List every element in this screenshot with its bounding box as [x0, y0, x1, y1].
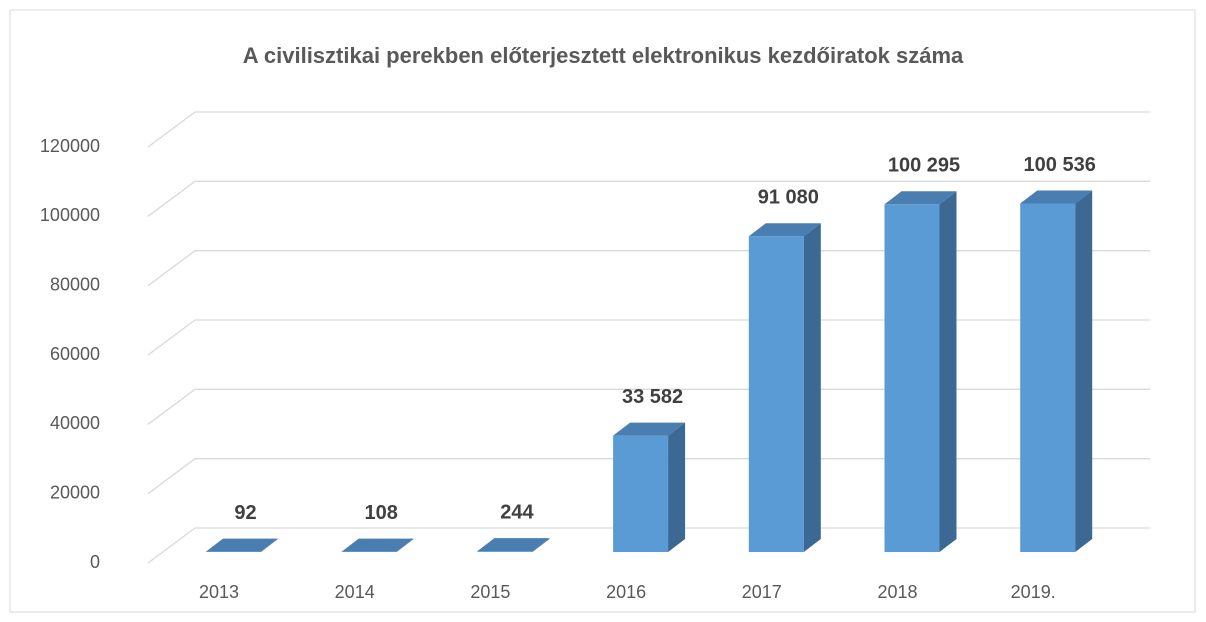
bar [1020, 190, 1093, 552]
bar [206, 538, 278, 552]
x-tick-label: 2013 [199, 582, 239, 602]
grid-line [147, 319, 1150, 356]
data-label: 91 080 [758, 187, 819, 209]
x-tick-label: 2015 [470, 582, 510, 602]
chart-border [9, 9, 1196, 613]
bar-side [532, 538, 550, 552]
data-label: 100 536 [1024, 154, 1096, 176]
grid-line [147, 180, 1150, 217]
y-tick-label: 40000 [50, 413, 100, 433]
bar-top [748, 223, 821, 237]
bar-front [748, 236, 804, 552]
data-label: 108 [365, 502, 398, 524]
data-label: 244 [500, 501, 534, 523]
bar-top [884, 191, 957, 205]
bar-front [477, 551, 533, 552]
data-label: 100 295 [888, 155, 960, 177]
bar [748, 223, 821, 552]
grid-line [147, 388, 1150, 425]
x-tick-label: 2017 [742, 582, 782, 602]
chart-title: A civilisztikai perekben előterjesztett … [243, 43, 964, 68]
y-tick-label: 20000 [50, 482, 100, 502]
grid-line [147, 250, 1150, 287]
bar-top [477, 538, 550, 552]
x-tick-label: 2014 [335, 582, 375, 602]
y-tick-label: 60000 [50, 344, 100, 364]
y-tick-label: 120000 [40, 136, 100, 156]
data-label: 92 [234, 502, 256, 524]
bar-front [1020, 203, 1076, 552]
bar-top [341, 538, 414, 552]
grid-line [147, 111, 1150, 148]
bar-side [261, 538, 278, 552]
y-tick-label: 100000 [40, 205, 100, 225]
grid-line [147, 527, 1150, 564]
x-tick-label: 2018 [877, 582, 917, 602]
data-label: 33 582 [622, 386, 683, 408]
x-tick-label: 2016 [606, 582, 646, 602]
x-tick-label: 2019. [1011, 582, 1056, 602]
bar-top [206, 538, 278, 552]
bar [341, 538, 414, 552]
y-tick-label: 0 [90, 552, 100, 572]
bar-side [396, 538, 414, 552]
bar-front [884, 204, 940, 552]
bar [884, 191, 957, 552]
bar-top [613, 422, 686, 436]
y-tick-label: 80000 [50, 274, 100, 294]
bar-side [803, 223, 821, 552]
bar-side [939, 191, 957, 552]
grid-line [147, 458, 1150, 495]
bar [477, 538, 550, 552]
bar [613, 422, 686, 552]
bar-top [1020, 190, 1093, 204]
bar-side [1075, 190, 1093, 552]
bar-front [613, 435, 669, 552]
bar-side [668, 422, 686, 552]
